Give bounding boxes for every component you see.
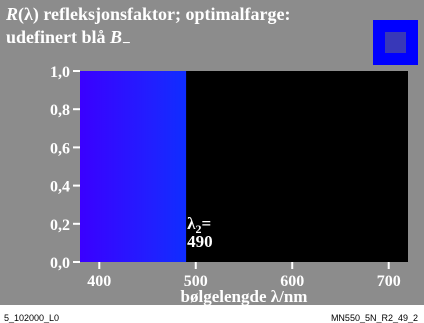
x-tick-label: 700 <box>377 273 401 290</box>
chart-axes: 0,0 0,2 0,4 0,6 0,8 1,0 400 500 600 700 <box>50 64 401 290</box>
x-tick-label: 400 <box>87 273 111 290</box>
y-tick-label: 1,0 <box>50 64 70 81</box>
reflectance-chart: 0,0 0,2 0,4 0,6 0,8 1,0 400 500 600 700 bølgeleng… <box>50 64 408 305</box>
title-line-2: udefinert blå B− <box>6 27 131 52</box>
footer-left-code: 5_102000_L0 <box>4 313 60 323</box>
title-line-1-text: (λ) refleksjonsfaktor; optimalfarge: <box>18 4 291 24</box>
x-axis-label: bølgelengde λ/nm <box>181 287 308 305</box>
title-line-2-text: udefinert blå <box>6 27 111 47</box>
footer: 5_102000_L0 MN550_5N_R2_49_2 <box>0 305 424 323</box>
lambda2-annotation-value: 490 <box>187 232 213 251</box>
y-tick-label: 0,4 <box>50 179 70 196</box>
y-tick-label: 0,8 <box>50 102 70 119</box>
title-line-1: R(λ) refleksjonsfaktor; optimalfarge: <box>6 4 290 24</box>
title-b-subscript: − <box>122 35 131 52</box>
x-tick-label: 500 <box>184 273 208 290</box>
footer-right-code: MN550_5N_R2_49_2 <box>330 313 418 323</box>
y-tick-label: 0,6 <box>50 140 70 157</box>
x-tick-label: 600 <box>280 273 304 290</box>
y-tick-label: 0,2 <box>50 217 70 234</box>
title-b-symbol: B <box>110 27 123 47</box>
reflectance-area-0 <box>80 71 408 262</box>
lambda2-annotation-label: λ2= <box>187 214 211 236</box>
color-swatch-inner <box>385 32 406 53</box>
y-tick-label: 0,0 <box>50 255 70 272</box>
chart-marks <box>80 71 408 262</box>
title-r-symbol: R <box>6 4 19 24</box>
chart-title: R(λ) refleksjonsfaktor; optimalfarge: ud… <box>6 3 366 56</box>
